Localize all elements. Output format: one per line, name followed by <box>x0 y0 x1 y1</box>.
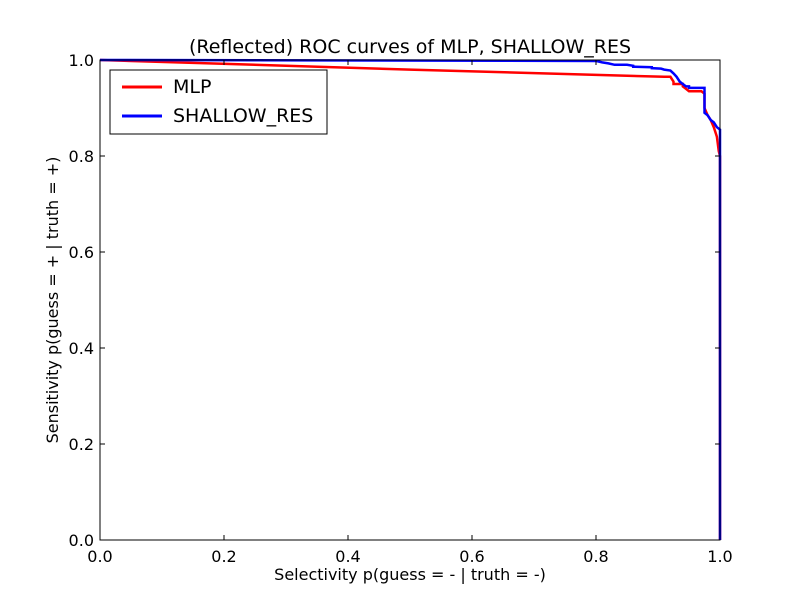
x-tick-label: 0.0 <box>87 547 112 566</box>
x-tick-label: 0.6 <box>459 547 484 566</box>
ticks-layer: 0.0 0.2 0.4 0.6 0.8 1.0 0.0 0.2 0.4 0.6 0.8 1.0 <box>69 51 733 566</box>
series-line-mlp <box>99 58 722 540</box>
legend-label-shallow-res: SHALLOW_RES <box>173 105 313 127</box>
x-axis-label: Selectivity p(guess = - | truth = -) <box>274 565 546 584</box>
plot-area <box>100 60 720 540</box>
y-tick-label: 1.0 <box>69 51 94 70</box>
y-axis-label: Sensitivity p(guess = + | truth = +) <box>43 157 62 444</box>
plot-frame <box>99 59 721 541</box>
chart-title: (Reflected) ROC curves of MLP, SHALLOW_R… <box>189 36 631 58</box>
x-tick-label: 0.2 <box>211 547 236 566</box>
y-tick-label: 0.4 <box>69 339 94 358</box>
legend: MLP SHALLOW_RES <box>109 69 328 135</box>
legend-label-mlp: MLP <box>173 76 211 98</box>
series-layer <box>99 58 722 540</box>
y-tick-label: 0.0 <box>69 531 94 550</box>
x-tick-label: 0.8 <box>583 547 608 566</box>
y-tick-label: 0.6 <box>69 243 94 262</box>
x-tick-label: 0.4 <box>335 547 360 566</box>
y-tick-label: 0.2 <box>69 435 94 454</box>
series-line-shallow-res <box>99 58 722 540</box>
y-tick-label: 0.8 <box>69 147 94 166</box>
legend-box <box>109 69 328 135</box>
x-tick-label: 1.0 <box>707 547 732 566</box>
